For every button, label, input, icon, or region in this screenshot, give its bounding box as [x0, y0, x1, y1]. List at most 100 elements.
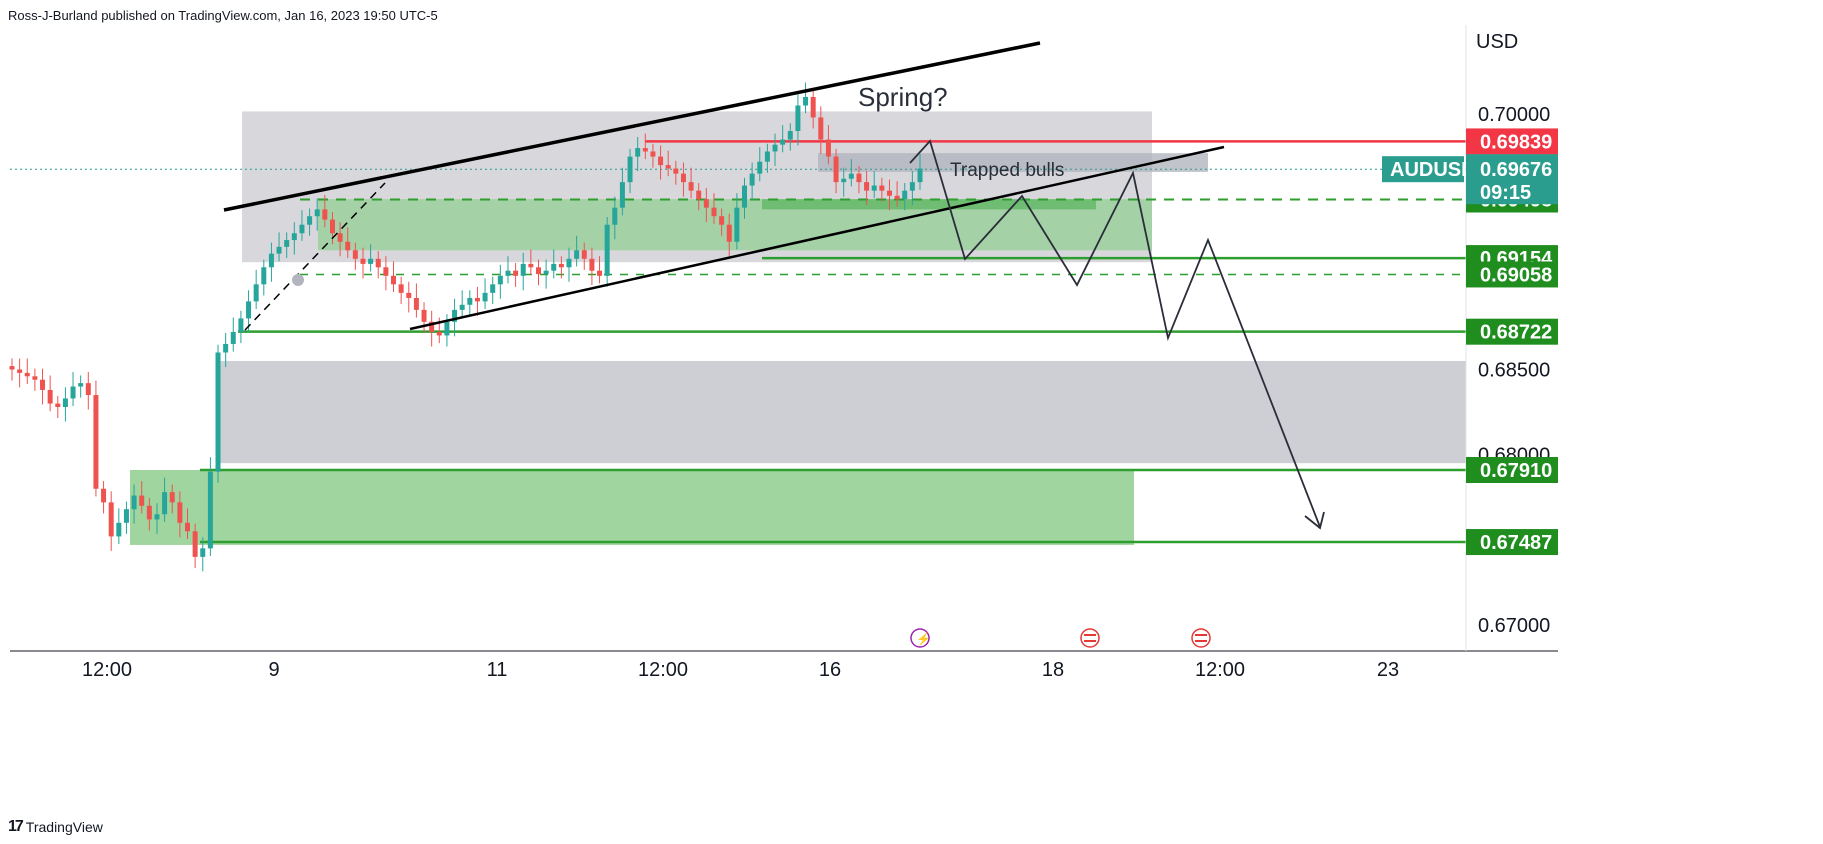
candle-body	[505, 270, 511, 276]
candle-body	[261, 267, 267, 285]
candle-body	[101, 488, 107, 503]
candle-body	[673, 168, 679, 174]
countdown-value: 09:15	[1480, 182, 1531, 204]
candle-body	[184, 522, 190, 532]
price-tags-layer: 0.698390.694980.691540.690580.687220.679…	[1382, 128, 1558, 556]
candle-body	[696, 190, 702, 200]
candle-body	[665, 165, 671, 169]
candle-body	[299, 224, 305, 234]
candle-body	[635, 148, 641, 157]
annotations-layer: Spring? Trapped bulls	[858, 82, 1064, 181]
y-tick-label: 0.67000	[1478, 615, 1550, 637]
candle-body	[711, 207, 717, 217]
candle-body	[856, 173, 862, 183]
candle-body	[848, 173, 854, 179]
projection-path	[909, 139, 1321, 528]
candle-body	[535, 267, 541, 275]
lightning-glyph: ⚡	[916, 632, 931, 646]
candle-body	[429, 321, 435, 333]
candle-body	[452, 309, 458, 322]
x-tick-label: 23	[1377, 659, 1399, 681]
projection-layer	[909, 139, 1325, 530]
candle-body	[200, 548, 206, 557]
candle-body	[368, 258, 374, 264]
candle-body	[108, 502, 114, 537]
x-tick-label: 16	[819, 659, 841, 681]
candle-body	[238, 318, 244, 333]
candle-body	[391, 275, 397, 285]
candle-body	[246, 301, 252, 319]
x-tick-label: 9	[268, 659, 279, 681]
candle-body	[650, 151, 656, 157]
currency-label: USD	[1476, 31, 1518, 53]
candle-body	[307, 216, 313, 225]
candle-body	[604, 224, 610, 276]
x-tick-label: 12:00	[638, 659, 688, 681]
price-tag-value: 0.69058	[1480, 264, 1552, 286]
zones-layer	[130, 111, 1466, 545]
candle-body	[421, 309, 427, 322]
candle-body	[833, 156, 839, 183]
candle-body	[909, 182, 915, 191]
current-price-tag	[1466, 154, 1558, 205]
candle-body	[383, 267, 389, 276]
candle-body	[17, 369, 23, 373]
candle-body	[642, 148, 648, 152]
candle-body	[627, 156, 633, 183]
candle-body	[116, 522, 122, 537]
candle-body	[436, 332, 442, 336]
trapped-green-strip	[762, 199, 1096, 210]
candle-body	[32, 376, 38, 380]
candle-body	[703, 199, 709, 208]
candle-body	[375, 258, 381, 268]
candle-body	[329, 219, 335, 234]
candle-body	[345, 241, 351, 251]
tradingview-footer[interactable]: 17 TradingView	[8, 818, 103, 836]
candle-body	[497, 275, 503, 285]
candle-body	[55, 403, 61, 407]
symbol-tag	[1382, 156, 1464, 183]
price-tag	[1466, 318, 1558, 345]
candle-body	[177, 502, 183, 523]
candle-body	[719, 216, 725, 225]
candle-body	[795, 105, 801, 132]
candle-body	[253, 284, 259, 302]
y-tick-label: 0.68500	[1478, 360, 1550, 382]
candle-body	[726, 224, 732, 242]
candle-body	[917, 168, 923, 183]
demand-green-zone	[130, 469, 1134, 545]
candle-body	[825, 139, 831, 157]
price-tag-value: 0.68722	[1480, 322, 1552, 344]
candle-body	[810, 96, 816, 118]
current-price-value: 0.69676	[1480, 159, 1552, 181]
anchor-dot	[292, 274, 304, 286]
candle-body	[322, 209, 328, 220]
price-tag	[1466, 261, 1558, 288]
candle-body	[749, 173, 755, 186]
x-tick-label: 18	[1042, 659, 1064, 681]
candle-body	[734, 207, 740, 242]
candle-body	[482, 292, 488, 302]
candle-body	[879, 185, 885, 191]
annotation-spring: Spring?	[858, 82, 948, 112]
us-flag-event-icon	[1191, 628, 1211, 648]
candle-body	[352, 250, 358, 259]
lower-grey-zone	[218, 360, 1466, 464]
level-lines-layer	[10, 140, 1466, 544]
candle-body	[284, 240, 290, 247]
candle-body	[894, 195, 900, 200]
candle-body	[314, 209, 320, 217]
candle-body	[459, 304, 465, 310]
publisher-line: Ross-J-Burland published on TradingView.…	[8, 8, 438, 23]
candle-body	[223, 343, 229, 353]
candle-body	[47, 389, 53, 404]
candle-body	[764, 151, 770, 162]
us-flag-event-icon	[1080, 628, 1100, 648]
candle-body	[230, 332, 236, 344]
candle-body	[757, 161, 763, 174]
candle-body	[337, 233, 343, 242]
candle-body	[612, 207, 618, 225]
candle-body	[818, 117, 824, 140]
candle-body	[864, 182, 870, 191]
